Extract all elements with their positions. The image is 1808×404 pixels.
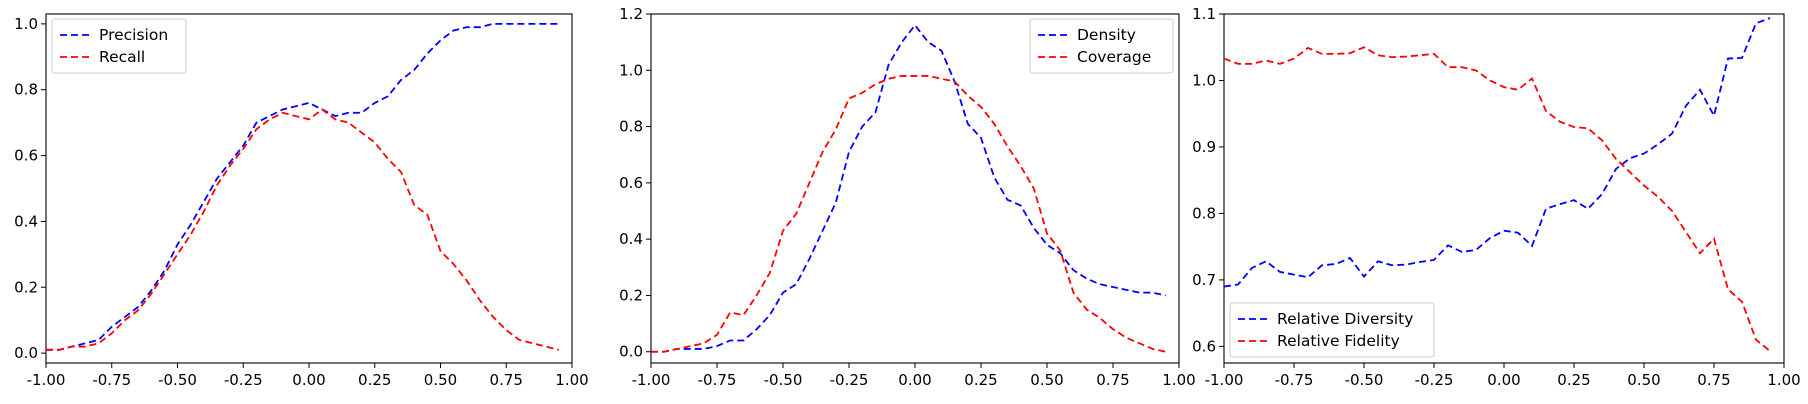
x-tick-label: -0.25	[1415, 371, 1454, 389]
y-tick-label: 1.0	[619, 61, 643, 79]
y-tick-label: 0.9	[1192, 138, 1216, 156]
y-tick-label: 1.0	[1192, 71, 1216, 89]
plot-density-coverage: -1.00 -0.75 -0.50 -0.25 0.00 0.25 0.50 0.75 1.00…	[619, 5, 1196, 389]
y-tick-label: 0.8	[619, 118, 643, 136]
plot-diversity-fidelity: -1.00 -0.75 -0.50 -0.25 0.00 0.25 0.50 0.75 1.00…	[1192, 5, 1801, 389]
series-line-precision	[46, 22, 559, 351]
y-tick-label: 1.0	[14, 15, 38, 33]
x-tick-label: 0.75	[490, 371, 523, 389]
x-tick-label: 1.00	[1162, 371, 1195, 389]
x-tick-label: -0.75	[698, 371, 737, 389]
y-tick-label: 0.2	[619, 286, 643, 304]
legend-label-density: Density	[1077, 26, 1136, 44]
y-tick-label: 0.8	[1192, 204, 1216, 222]
legend-label-relative-diversity: Relative Diversity	[1277, 310, 1413, 328]
y-tick-label: 0.2	[14, 278, 38, 296]
x-tick-label: 0.50	[1030, 371, 1063, 389]
legend-box	[1229, 302, 1435, 358]
x-tick-label: -0.25	[830, 371, 869, 389]
y-tick-label: 0.8	[14, 81, 38, 99]
x-tick-label: -0.75	[1275, 371, 1314, 389]
x-tick-label: 0.75	[1697, 371, 1730, 389]
x-tick-label: 0.50	[424, 371, 457, 389]
legend-box	[1029, 18, 1174, 74]
legend-label-relative-fidelity: Relative Fidelity	[1277, 332, 1400, 350]
series-line-relative-diversity	[1223, 17, 1771, 288]
y-tick-label: 0.4	[14, 212, 38, 230]
x-tick-label: 0.75	[1096, 371, 1129, 389]
x-tick-label: 0.00	[1487, 371, 1520, 389]
y-tick-label: 1.1	[1192, 5, 1216, 23]
plot-precision-recall: -1.00 -0.75 -0.50 -0.25 0.00 0.25 0.50 0.75 1.00…	[14, 13, 589, 389]
y-tick-label: 0.6	[619, 174, 643, 192]
legend-box	[51, 18, 187, 74]
y-tick-label: 0.4	[619, 230, 643, 248]
x-tick-label: 0.00	[292, 371, 325, 389]
legend: Precision Recall	[51, 18, 187, 74]
x-tick-label: 0.25	[358, 371, 391, 389]
x-tick-label: 1.00	[555, 371, 588, 389]
y-tick-label: 0.0	[619, 343, 643, 361]
legend: Relative Diversity Relative Fidelity	[1229, 302, 1435, 358]
legend-label-recall: Recall	[99, 48, 145, 66]
legend-label-precision: Precision	[99, 26, 168, 44]
x-tick-label: 0.25	[1557, 371, 1590, 389]
legend-label-coverage: Coverage	[1077, 48, 1151, 66]
x-tick-label: -1.00	[27, 371, 66, 389]
series-line-recall	[46, 108, 560, 351]
y-tick-label: 0.6	[1192, 337, 1216, 355]
x-tick-label: 0.50	[1627, 371, 1660, 389]
x-tick-label: 0.00	[898, 371, 931, 389]
x-tick-label: -0.75	[92, 371, 131, 389]
x-tick-label: -1.00	[1205, 371, 1244, 389]
y-tick-label: 0.6	[14, 147, 38, 165]
legend: Density Coverage	[1029, 18, 1174, 74]
x-tick-label: -0.50	[764, 371, 803, 389]
y-tick-label: 0.7	[1192, 271, 1216, 289]
x-tick-label: -1.00	[632, 371, 671, 389]
series-line-density	[651, 23, 1166, 353]
x-tick-label: 0.25	[964, 371, 997, 389]
y-tick-label: 0.0	[14, 344, 38, 362]
y-tick-label: 1.2	[619, 5, 643, 23]
series-line-coverage	[651, 75, 1166, 353]
x-tick-label: 1.00	[1767, 371, 1800, 389]
x-tick-label: -0.50	[158, 371, 197, 389]
x-tick-label: -0.25	[224, 371, 263, 389]
x-tick-label: -0.50	[1345, 371, 1384, 389]
